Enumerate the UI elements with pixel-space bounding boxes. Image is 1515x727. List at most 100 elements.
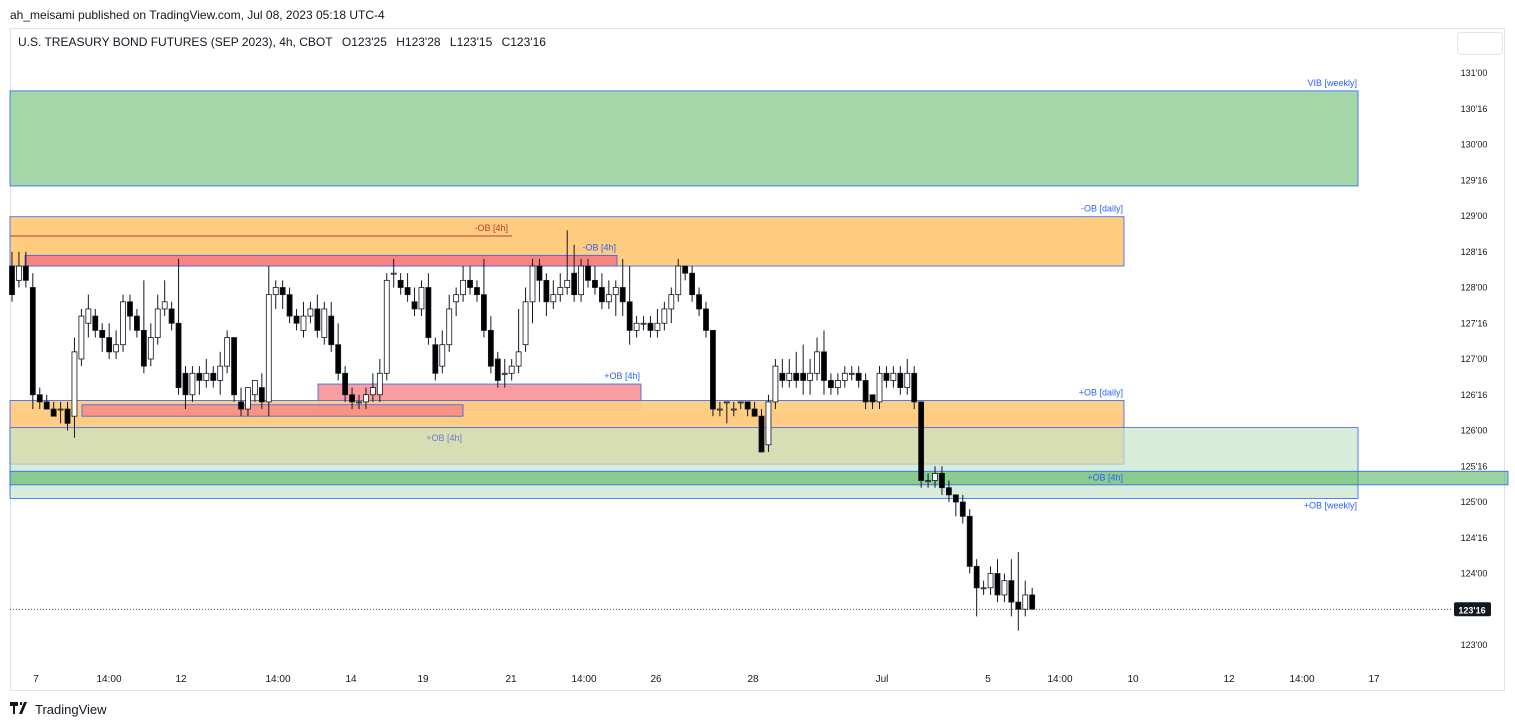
candle-body [758,415,765,453]
candle-body [22,265,29,281]
candle-body [959,501,966,517]
candle-body [834,380,841,389]
candle-body [821,351,827,381]
candle-body [224,337,231,367]
candle-body [418,287,425,310]
candle-body [668,294,675,310]
zone-label: +OB [4h] [604,371,640,381]
y-tick-label: 130'00 [1461,140,1488,150]
y-tick-label: 129'00 [1461,211,1488,221]
candle-body [168,308,175,324]
candle-body [328,315,335,346]
candle-body [460,279,467,296]
candle-body [383,279,390,374]
chart-toolbar-button[interactable] [1457,32,1503,55]
zone-box [9,90,1359,187]
candle-body [633,322,640,331]
ohlc-close: C123'16 [501,35,546,49]
candle-body [744,401,751,410]
candle-body [78,315,85,360]
x-tick-label: 28 [747,674,759,685]
x-tick-label: 14:00 [1047,674,1072,685]
candle-body [737,401,744,404]
candle-body [508,365,515,374]
candle-body [557,287,564,296]
publisher-line: ah_meisami published on TradingView.com,… [10,8,385,22]
y-tick-label: 125'00 [1461,497,1488,507]
candle-body [890,372,897,381]
candle-body [50,408,57,417]
candles-layer: 123'16 [9,230,1491,631]
candle-body [140,329,147,367]
x-tick-label: Jul [876,674,889,685]
y-tick-label: 129'16 [1461,175,1488,185]
candle-body [189,372,196,396]
candle-body [293,315,300,324]
candle-body [481,294,487,331]
candle-body [952,494,959,503]
x-tick-label: 7 [33,674,39,685]
candle-body [307,308,314,317]
zone-label: -OB [daily] [1081,204,1123,214]
candle-body [99,329,106,338]
candle-body [154,308,161,338]
candle-body [848,372,855,375]
candle-body [9,265,15,296]
zone-label: +OB [weekly] [1304,500,1357,510]
candle-body [973,565,980,589]
candle-body [1015,601,1022,610]
tradingview-logo-icon[interactable] [10,702,30,717]
last-price-label: 123'16 [1458,605,1485,615]
candle-body [36,394,43,403]
candle-body [494,358,501,381]
candle-body [376,372,383,396]
zones-layer [9,90,1509,499]
symbol-title[interactable]: U.S. TREASURY BOND FUTURES (SEP 2023), 4… [18,35,333,49]
zone-label: +OB [4h] [426,433,462,443]
candle-body [710,329,716,410]
symbol-legend: U.S. TREASURY BOND FUTURES (SEP 2023), 4… [18,35,552,49]
zone-label: +OB [daily] [1079,387,1123,397]
candle-body [550,294,557,303]
candle-body [814,351,820,374]
zone-label: -OB [4h] [582,242,616,252]
candle-body [571,272,578,296]
candle-body [876,372,883,403]
y-tick-label: 127'16 [1461,318,1488,328]
candle-body [654,322,661,331]
footer-brand[interactable]: TradingView [35,702,107,717]
candle-body [203,372,210,381]
candle-body [369,387,376,396]
candle-body [779,372,786,381]
zone-label: VIB [weekly] [1307,78,1357,88]
candle-body [578,265,584,296]
candle-body [585,265,591,281]
candle-body [321,308,328,338]
time-axis: 7 14:00 12 14:00 14 19 21 14:00 26 28 Jul 5 14:00 10 1… [33,674,1380,685]
ohlc-high: H123'28 [396,35,441,49]
candle-body [349,394,355,403]
candle-body [217,365,224,381]
candle-body [356,401,362,404]
candle-body [522,301,529,346]
candle-body [772,365,779,403]
y-tick-label: 124'00 [1461,569,1488,579]
candle-body [71,351,78,417]
candle-body [258,387,265,403]
candle-body [446,308,453,346]
chart-frame [10,28,1505,691]
candle-body [765,401,772,446]
candle-body [134,315,140,331]
candle-body [640,322,647,325]
footer: TradingView [10,702,107,717]
candle-body [210,372,217,381]
y-tick-label: 125'16 [1461,461,1488,471]
candle-body [85,308,92,324]
zone-label: -OB [4h] [474,223,508,233]
candle-body [661,308,668,324]
candle-body [828,380,834,389]
x-tick-label: 5 [985,674,991,685]
x-tick-label: 14:00 [265,674,290,685]
candle-body [363,394,369,403]
